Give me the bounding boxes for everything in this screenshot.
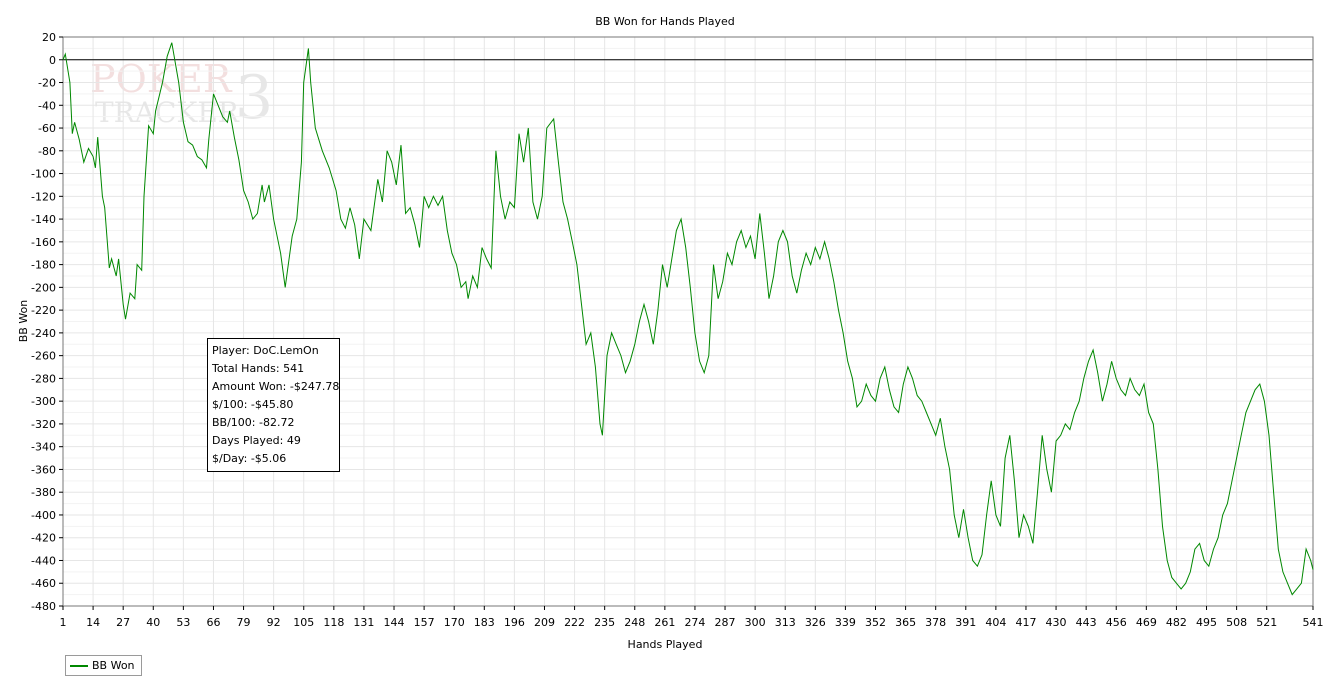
y-tick-label: -440 xyxy=(31,554,56,567)
stats-amount-won: Amount Won: -$247.78 xyxy=(212,380,340,393)
x-tick-label: 118 xyxy=(323,616,344,629)
y-tick-label: -200 xyxy=(31,281,56,294)
x-tick-label: 365 xyxy=(895,616,916,629)
y-tick-label: -480 xyxy=(31,600,56,613)
x-tick-label: 521 xyxy=(1256,616,1277,629)
x-tick-label: 391 xyxy=(955,616,976,629)
x-tick-label: 196 xyxy=(504,616,525,629)
y-tick-label: -40 xyxy=(38,99,56,112)
x-tick-label: 313 xyxy=(775,616,796,629)
y-tick-label: -120 xyxy=(31,190,56,203)
y-tick-label: -420 xyxy=(31,532,56,545)
y-tick-label: -380 xyxy=(31,486,56,499)
stats-dollars-per-day: $/Day: -$5.06 xyxy=(212,452,287,465)
y-axis: 20 0 -20 -40 -60 -80 -100 -120 -140 -160 -180 -200 -… xyxy=(31,31,63,613)
y-tick-label: -60 xyxy=(38,122,56,135)
chart-title: BB Won for Hands Played xyxy=(595,15,735,28)
y-tick-label: -80 xyxy=(38,145,56,158)
x-tick-label: 170 xyxy=(444,616,465,629)
x-tick-label: 287 xyxy=(715,616,736,629)
x-tick-label: 352 xyxy=(865,616,886,629)
x-tick-label: 235 xyxy=(594,616,615,629)
watermark-line2: TRACKER xyxy=(95,96,240,129)
x-tick-label: 79 xyxy=(237,616,251,629)
y-tick-label: -400 xyxy=(31,509,56,522)
x-tick-label: 92 xyxy=(267,616,281,629)
x-tick-label: 469 xyxy=(1136,616,1157,629)
watermark-mark: 3 xyxy=(235,63,273,133)
x-tick-label: 443 xyxy=(1076,616,1097,629)
y-tick-label: -160 xyxy=(31,236,56,249)
plot-area xyxy=(62,36,1314,607)
x-tick-label: 339 xyxy=(835,616,856,629)
stats-box: Player: DoC.LemOn Total Hands: 541 Amoun… xyxy=(207,338,340,472)
y-tick-label: 20 xyxy=(42,31,56,44)
x-tick-label: 183 xyxy=(474,616,495,629)
x-tick-label: 378 xyxy=(925,616,946,629)
x-tick-label: 508 xyxy=(1226,616,1247,629)
legend-swatch xyxy=(70,664,88,667)
x-tick-label: 417 xyxy=(1015,616,1036,629)
y-tick-label: 0 xyxy=(49,54,56,67)
y-tick-label: -20 xyxy=(38,77,56,90)
y-axis-label: BB Won xyxy=(17,300,30,343)
x-axis: 1 14 27 40 53 66 79 92 105 118 131 144 157 170 183 196 2… xyxy=(60,606,1324,629)
x-tick-label: 53 xyxy=(176,616,190,629)
y-tick-label: -360 xyxy=(31,463,56,476)
stats-bb-per-100: BB/100: -82.72 xyxy=(212,416,295,429)
stats-dollars-per-100: $/100: -$45.80 xyxy=(212,398,294,411)
x-tick-label: 430 xyxy=(1046,616,1067,629)
y-tick-label: -300 xyxy=(31,395,56,408)
x-tick-label: 222 xyxy=(564,616,585,629)
x-tick-label: 495 xyxy=(1196,616,1217,629)
x-tick-label: 1 xyxy=(60,616,67,629)
stats-total-hands: Total Hands: 541 xyxy=(212,362,305,375)
y-tick-label: -100 xyxy=(31,168,56,181)
y-tick-label: -220 xyxy=(31,304,56,317)
y-tick-label: -180 xyxy=(31,259,56,272)
x-tick-label: 456 xyxy=(1106,616,1127,629)
legend-label: BB Won xyxy=(92,659,135,672)
x-tick-label: 541 xyxy=(1303,616,1324,629)
x-tick-label: 14 xyxy=(86,616,100,629)
x-tick-label: 248 xyxy=(624,616,645,629)
x-axis-label: Hands Played xyxy=(628,638,703,651)
y-tick-label: -280 xyxy=(31,372,56,385)
x-tick-label: 261 xyxy=(654,616,675,629)
x-tick-label: 105 xyxy=(293,616,314,629)
y-tick-label: -140 xyxy=(31,213,56,226)
x-tick-label: 131 xyxy=(353,616,374,629)
y-tick-label: -240 xyxy=(31,327,56,340)
x-tick-label: 40 xyxy=(146,616,160,629)
x-tick-label: 209 xyxy=(534,616,555,629)
y-tick-label: -260 xyxy=(31,350,56,363)
x-tick-label: 66 xyxy=(206,616,220,629)
x-tick-label: 326 xyxy=(805,616,826,629)
stats-player: Player: DoC.LemOn xyxy=(212,344,319,357)
x-tick-label: 300 xyxy=(745,616,766,629)
x-tick-label: 144 xyxy=(384,616,405,629)
y-tick-label: -460 xyxy=(31,577,56,590)
x-tick-label: 404 xyxy=(985,616,1006,629)
stats-days-played: Days Played: 49 xyxy=(212,434,301,447)
y-tick-label: -320 xyxy=(31,418,56,431)
x-tick-label: 274 xyxy=(684,616,705,629)
legend: BB Won xyxy=(65,655,142,676)
x-tick-label: 482 xyxy=(1166,616,1187,629)
y-tick-label: -340 xyxy=(31,441,56,454)
poker-tracker-watermark: POKER TRACKER 3 xyxy=(90,57,273,133)
x-tick-label: 157 xyxy=(414,616,435,629)
series-line-bb-won xyxy=(62,42,1314,596)
x-tick-label: 27 xyxy=(116,616,130,629)
